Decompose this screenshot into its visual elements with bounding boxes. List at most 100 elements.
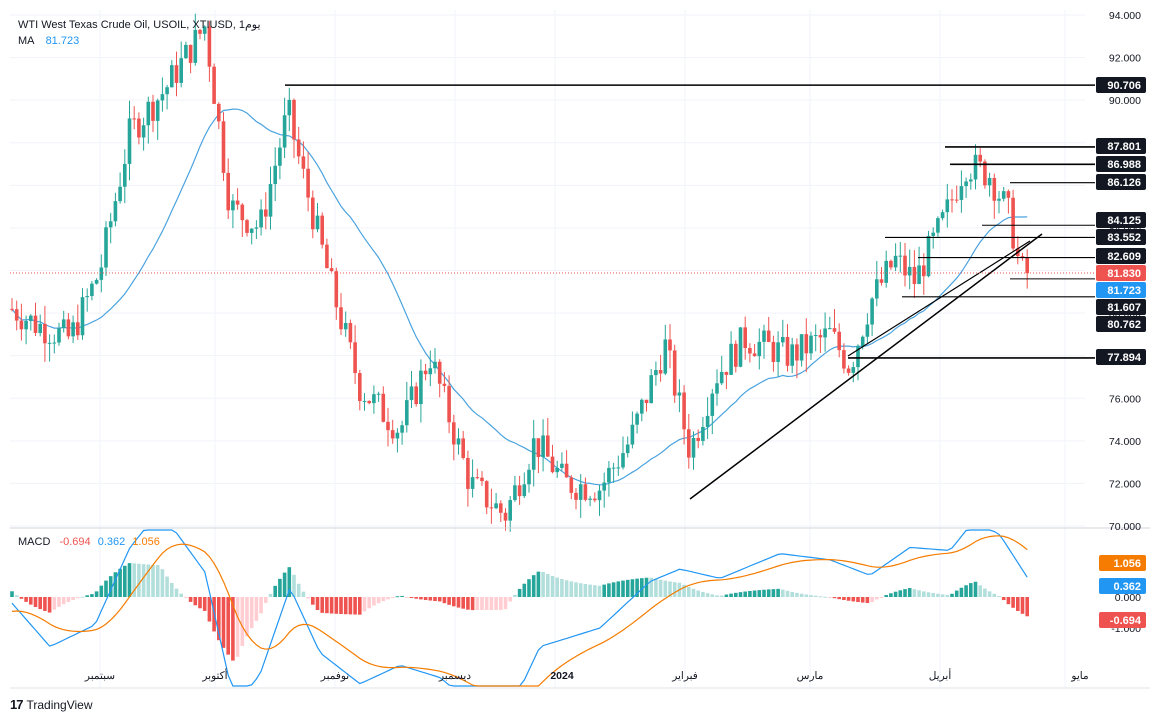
trend-line-lower[interactable] (689, 233, 1043, 500)
macd-bar (1020, 597, 1025, 614)
candle-body (936, 218, 940, 233)
price-tag-label: 90.706 (1107, 80, 1141, 92)
macd-bar (546, 574, 550, 597)
candle-body (306, 168, 310, 198)
macd-bar (400, 595, 404, 597)
candle-body (799, 334, 804, 361)
macd-bar (762, 589, 766, 597)
macd-bar (447, 597, 451, 605)
price-tag-label: 83.552 (1107, 232, 1141, 244)
candle-body (1011, 197, 1015, 249)
candle-body (38, 323, 42, 333)
candle-body (447, 385, 451, 423)
macd-bar (771, 589, 776, 597)
candle-body (343, 322, 348, 330)
ma-label[interactable]: MA (18, 35, 35, 47)
candle-body (621, 453, 625, 468)
support-resistance-lines (285, 84, 1095, 359)
macd-bar (348, 597, 353, 615)
candle-body (508, 500, 512, 521)
time-axis-label: سبتمبر (84, 670, 115, 682)
macd-bar (513, 594, 517, 597)
candle-body (884, 260, 888, 283)
macd-bar (541, 571, 545, 597)
macd-bar (29, 597, 33, 605)
macd-bar (499, 597, 503, 610)
macd-bar (889, 593, 893, 597)
time-axis-label: فبراير (671, 670, 698, 682)
candle-body (687, 429, 691, 458)
price-tick-label: 74.000 (1109, 436, 1141, 448)
macd-bar (917, 590, 921, 597)
macd-bar (235, 597, 240, 657)
macd-bar (898, 590, 903, 597)
candle-body (630, 424, 635, 445)
candle-body (865, 324, 870, 337)
macd-bar (146, 564, 151, 597)
macd-bar (1001, 597, 1006, 601)
candle-body (696, 437, 700, 441)
macd-bar (386, 597, 390, 600)
macd-bar (734, 592, 738, 597)
candle-body (832, 328, 837, 332)
price-tag (1096, 77, 1146, 93)
candle-body (113, 201, 118, 222)
candle-body (118, 186, 122, 202)
macd-bar (456, 597, 461, 608)
macd-label[interactable]: MACD (18, 536, 51, 548)
candle-body (578, 484, 583, 500)
macd-bar (583, 583, 588, 597)
candle-body (43, 323, 47, 344)
macd-tag (1099, 555, 1146, 571)
candle-body (766, 330, 771, 342)
macd-bar (282, 572, 287, 597)
price-tag (1096, 282, 1146, 298)
macd-bar (202, 597, 207, 611)
macd-bar (635, 578, 639, 597)
candle-body (461, 438, 465, 458)
macd-bar (409, 597, 414, 598)
candle-body (611, 467, 616, 469)
candle-body (278, 147, 282, 166)
macd-bar (597, 585, 602, 597)
macd-bar (569, 581, 574, 597)
macd-bar (165, 576, 169, 597)
candle-body (701, 426, 705, 441)
candle-body (320, 215, 324, 245)
macd-bar (452, 597, 456, 607)
macd-bar (950, 593, 954, 597)
macd-bar (489, 597, 494, 610)
candle-body (245, 220, 249, 233)
macd-bar (536, 571, 541, 597)
symbol-title[interactable]: WTI West Texas Crude Oil, USOIL, XTIUSD,… (18, 19, 261, 31)
candle-body (597, 490, 602, 501)
time-axis-label: أبريل (929, 668, 952, 682)
candle-body (729, 343, 733, 375)
trend-line-upper[interactable] (847, 240, 1031, 357)
macd-bar (132, 563, 136, 597)
macd-tick-label: 0.000 (1115, 592, 1141, 604)
macd-bar (320, 597, 324, 613)
macd-bar (311, 597, 315, 605)
tradingview-footer[interactable]: 17 TradingView (10, 697, 93, 712)
price-tick-label: 90.000 (1109, 95, 1141, 107)
candle-body (522, 484, 527, 497)
macd-bar (865, 597, 870, 604)
time-axis[interactable]: سبتمبر أكتوبر نوفمبر ديسمبر 2024 فبراير مارس أب… (84, 668, 1089, 682)
macd-bar (781, 589, 785, 597)
time-axis-label: أكتوبر (201, 668, 227, 682)
candle-body (959, 186, 964, 200)
candle-body (480, 477, 484, 482)
candle-body (80, 297, 85, 336)
candle-body (837, 331, 841, 351)
macd-bar (71, 597, 75, 600)
macd-bar (799, 593, 804, 597)
candle-body (123, 163, 127, 187)
macd-bar (978, 585, 982, 597)
candle-body (738, 327, 743, 367)
macd-bar (414, 597, 418, 599)
candle-body (52, 342, 57, 344)
macd-bar (61, 597, 66, 605)
candle-body (400, 425, 404, 433)
